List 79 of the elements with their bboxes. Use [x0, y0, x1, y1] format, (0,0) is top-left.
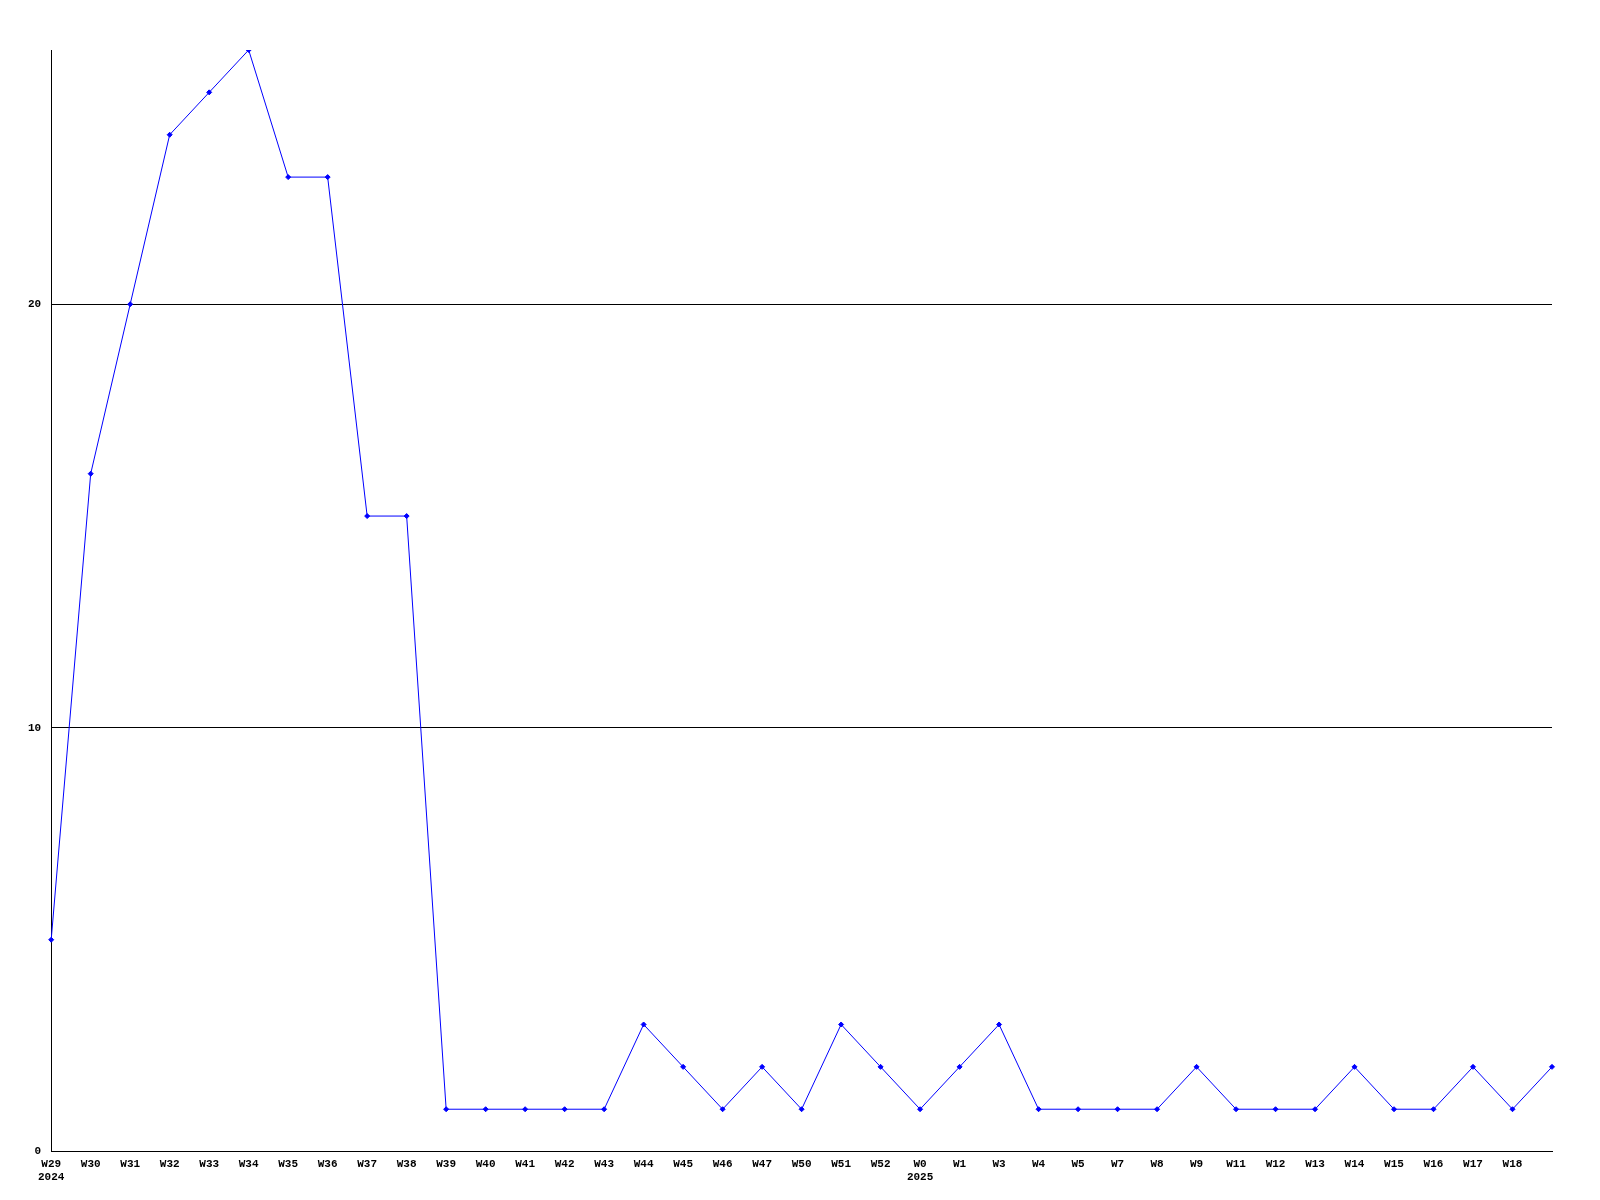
x-tick-label: W41	[515, 1157, 536, 1170]
x-tick-label: W46	[712, 1157, 733, 1170]
y-tick-label: 0	[34, 1145, 42, 1158]
point	[127, 301, 134, 308]
point	[1075, 1106, 1082, 1113]
x-tick-label: W8	[1150, 1157, 1165, 1170]
x-tick-label: W29 2024	[38, 1157, 65, 1184]
point	[285, 174, 292, 181]
point	[1233, 1106, 1240, 1113]
x-tick-label: W36	[317, 1157, 338, 1170]
x-tick-label: W37	[357, 1157, 378, 1170]
x-tick-label: W4	[1031, 1157, 1046, 1170]
x-tick-label: W39	[436, 1157, 457, 1170]
x-tick-label: W5	[1071, 1157, 1086, 1170]
point	[956, 1063, 963, 1070]
point	[206, 89, 213, 96]
point	[996, 1021, 1003, 1028]
x-tick-label: W34	[238, 1157, 259, 1170]
point	[680, 1063, 687, 1070]
x-tick-label: W9	[1189, 1157, 1204, 1170]
point	[166, 131, 173, 138]
point	[1509, 1106, 1516, 1113]
point	[917, 1106, 924, 1113]
point	[838, 1021, 845, 1028]
point	[1391, 1106, 1398, 1113]
point	[798, 1106, 805, 1113]
x-tick-label: W50	[791, 1157, 812, 1170]
point	[1035, 1106, 1042, 1113]
point	[364, 513, 371, 520]
y-tick-label: 20	[28, 297, 42, 310]
x-tick-label: W32	[159, 1157, 180, 1170]
x-tick-label: W31	[120, 1157, 141, 1170]
point	[403, 513, 410, 520]
point	[324, 174, 331, 181]
point	[719, 1106, 726, 1113]
point	[1351, 1063, 1358, 1070]
point	[1430, 1106, 1437, 1113]
x-tick-label: W52	[870, 1157, 891, 1170]
point	[759, 1063, 766, 1070]
x-tick-label: W14	[1344, 1157, 1365, 1170]
x-tick-label: W44	[633, 1157, 654, 1170]
x-tick-label: W12	[1265, 1157, 1286, 1170]
x-tick-label: W18	[1502, 1157, 1523, 1170]
point	[1549, 1063, 1555, 1070]
point	[522, 1106, 529, 1113]
x-tick-label: W13	[1305, 1157, 1326, 1170]
point	[561, 1106, 568, 1113]
point	[482, 1106, 489, 1113]
point	[601, 1106, 608, 1113]
point	[1470, 1063, 1477, 1070]
point	[48, 936, 55, 943]
x-tick-label: W0 2025	[906, 1157, 934, 1184]
point	[1193, 1063, 1200, 1070]
x-tick-label: W43	[594, 1157, 615, 1170]
x-tick-label: W7	[1110, 1157, 1125, 1170]
point	[1312, 1106, 1319, 1113]
x-tick-label: W45	[673, 1157, 694, 1170]
x-tick-label: W47	[752, 1157, 773, 1170]
point	[640, 1021, 647, 1028]
point	[877, 1063, 884, 1070]
x-tick-label: W11	[1226, 1157, 1247, 1170]
x-tick-label: W15	[1384, 1157, 1405, 1170]
x-tick-label: W17	[1463, 1157, 1483, 1170]
point	[1114, 1106, 1121, 1113]
x-tick-label: W33	[199, 1157, 220, 1170]
x-tick-label: W38	[396, 1157, 417, 1170]
x-tick-label: W30	[80, 1157, 101, 1170]
x-tick-label: W51	[831, 1157, 852, 1170]
point	[87, 470, 94, 477]
x-tick-label: W40	[475, 1157, 496, 1170]
x-tick-label: W1	[952, 1157, 967, 1170]
x-tick-label: W3	[992, 1157, 1007, 1170]
x-tick-label: W35	[278, 1157, 299, 1170]
x-tick-label: W42	[554, 1157, 575, 1170]
point	[1154, 1106, 1161, 1113]
point	[1272, 1106, 1279, 1113]
x-tick-label: W16	[1423, 1157, 1444, 1170]
y-tick-label: 10	[28, 721, 42, 734]
point	[443, 1106, 450, 1113]
